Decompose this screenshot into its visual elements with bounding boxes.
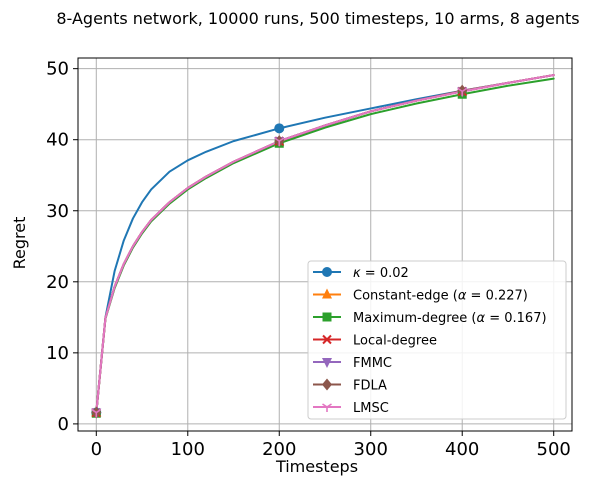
series-marker-6 xyxy=(91,408,102,418)
x-tick-label: 100 xyxy=(171,439,205,460)
legend-frame xyxy=(307,260,567,420)
legend-label-part: = 0.02 xyxy=(361,266,409,281)
series-marker-6 xyxy=(274,137,285,147)
y-tick-label: 0 xyxy=(58,414,69,435)
series-lines xyxy=(95,74,555,415)
legend-label-part: κ xyxy=(353,266,361,281)
y-tick-label: 20 xyxy=(46,272,69,293)
legend-label-part: α xyxy=(477,311,486,326)
series-line-6 xyxy=(95,74,555,414)
legend-marker-5 xyxy=(322,378,332,391)
y-tick-label: 10 xyxy=(46,343,69,364)
x-tick-label: 400 xyxy=(445,439,479,460)
legend-label-part: α xyxy=(458,289,467,304)
legend-marker-4 xyxy=(322,358,332,368)
legend-marker-0 xyxy=(322,267,332,277)
legend-marker-1 xyxy=(322,288,332,299)
legend-label-2: Maximum-degree (α = 0.167) xyxy=(353,311,547,326)
series-markers xyxy=(91,84,468,419)
legend-marker-6 xyxy=(322,403,332,412)
legend-marker-3 xyxy=(322,334,332,345)
y-tick-label: 50 xyxy=(46,59,69,80)
legend-label-part: = 0.167) xyxy=(485,311,546,326)
legend-label-5: FDLA xyxy=(353,379,387,394)
legend-label-6: LMSC xyxy=(353,401,389,416)
x-axis-ticks: 0 100 200 300 400 500 xyxy=(91,431,571,460)
legend-label-0: κ = 0.02 xyxy=(353,266,409,281)
x-axis-label: Timesteps xyxy=(275,457,358,476)
legend-label-part: Constant-edge ( xyxy=(353,289,458,304)
y-tick-label: 30 xyxy=(46,201,69,222)
series-line-0 xyxy=(95,74,555,414)
x-tick-label: 500 xyxy=(537,439,571,460)
legend-marker-2 xyxy=(322,312,332,322)
x-tick-label: 0 xyxy=(91,439,102,460)
y-axis-ticks: 0 10 20 30 40 50 xyxy=(46,59,78,435)
legend-label-3: Local-degree xyxy=(353,334,437,349)
y-tick-label: 40 xyxy=(46,130,69,151)
legend-label-part: = 0.227) xyxy=(466,289,527,304)
y-axis-label: Regret xyxy=(10,217,29,270)
series-marker-6 xyxy=(457,87,468,97)
legend-label-4: FMMC xyxy=(353,356,392,371)
legend-label-part: Maximum-degree ( xyxy=(353,311,477,326)
x-tick-label: 300 xyxy=(354,439,388,460)
series-marker-0 xyxy=(274,123,285,134)
x-tick-label: 200 xyxy=(262,439,296,460)
plot-frame xyxy=(77,57,573,432)
chart-title: 8-Agents network, 10000 runs, 500 timest… xyxy=(56,9,579,28)
legend-label-1: Constant-edge (α = 0.227) xyxy=(353,289,528,304)
